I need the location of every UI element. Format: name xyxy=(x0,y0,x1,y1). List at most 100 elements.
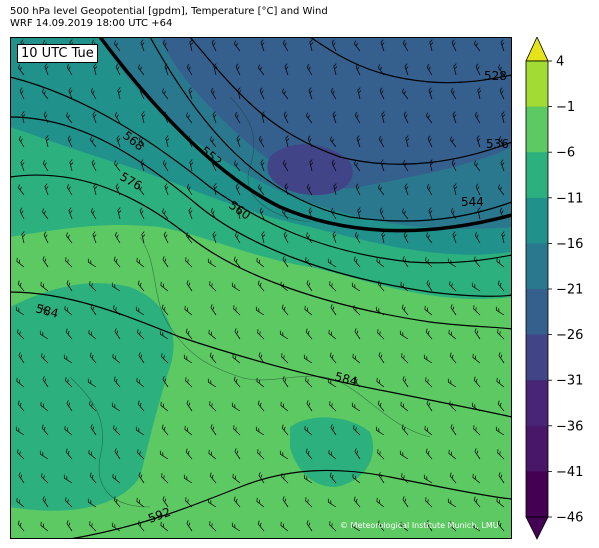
wind-barb xyxy=(353,256,361,268)
wind-barb xyxy=(449,472,457,484)
wind-barb xyxy=(353,496,361,508)
wind-barb xyxy=(162,496,169,508)
wind-barb xyxy=(209,281,217,292)
wind-barb xyxy=(495,306,505,316)
wind-barb xyxy=(399,450,409,460)
contour-576 xyxy=(10,174,512,330)
wind-barb xyxy=(65,328,73,340)
wind-barb xyxy=(137,329,145,340)
wind-barb xyxy=(258,472,265,484)
wind-barb xyxy=(39,330,49,340)
wind-barb xyxy=(495,426,505,436)
contour-544 xyxy=(149,37,512,222)
wind-barb xyxy=(136,497,145,508)
wind-barb xyxy=(256,257,265,268)
wind-barb xyxy=(375,306,385,316)
wind-barb xyxy=(234,448,241,460)
wind-barb xyxy=(306,112,313,124)
wind-barb xyxy=(498,64,505,76)
wind-barb xyxy=(402,39,409,52)
wind-barb xyxy=(305,497,313,508)
wind-barb xyxy=(43,231,49,244)
forecast-time-label: 10 UTC Tue xyxy=(17,44,98,63)
wind-barb xyxy=(161,353,169,364)
contour-568 xyxy=(10,116,512,297)
wind-barb xyxy=(138,135,145,148)
wind-barb xyxy=(117,207,122,220)
wind-barb xyxy=(306,400,313,412)
wind-barb xyxy=(187,135,193,148)
wind-barb xyxy=(209,472,217,484)
wind-barb xyxy=(450,136,457,148)
wind-barb xyxy=(473,425,481,436)
wind-barb xyxy=(111,282,121,292)
wind-barb xyxy=(208,449,217,460)
wind-barb xyxy=(136,257,145,268)
wind-barb xyxy=(426,400,433,412)
wind-barb xyxy=(234,231,241,244)
wind-barb xyxy=(281,424,289,436)
wind-barb xyxy=(184,425,193,436)
wind-barb xyxy=(377,400,385,412)
wind-barb xyxy=(113,256,121,268)
contour-label: 536 xyxy=(486,137,509,151)
wind-barb xyxy=(92,231,97,244)
wind-barb xyxy=(451,39,457,52)
wind-barb xyxy=(40,401,49,412)
wind-barb xyxy=(163,111,169,124)
wind-barb xyxy=(66,280,73,292)
colorbar-extend-max xyxy=(525,37,549,62)
wind-barb xyxy=(283,231,289,244)
wind-barb xyxy=(447,258,457,268)
wind-barb xyxy=(115,183,121,196)
wind-barb xyxy=(19,87,25,100)
wind-barb xyxy=(117,87,122,100)
wind-barb xyxy=(279,330,289,340)
wind-barb xyxy=(426,232,433,244)
wind-barb xyxy=(355,183,361,196)
wind-barb xyxy=(354,448,361,460)
wind-barb xyxy=(309,39,314,52)
wind-barb xyxy=(159,330,169,340)
wind-barb xyxy=(354,111,361,124)
wind-barb xyxy=(404,63,409,76)
wind-barb xyxy=(473,256,481,268)
wind-barb xyxy=(210,304,217,316)
temp-band-colder xyxy=(160,37,512,189)
wind-barb xyxy=(258,135,265,148)
wind-barb xyxy=(160,401,169,412)
wind-barb xyxy=(210,87,217,100)
wind-barb xyxy=(449,521,457,532)
wind-barb xyxy=(330,304,337,316)
wind-barb xyxy=(232,353,241,364)
wind-barb xyxy=(237,207,242,220)
wind-barb xyxy=(402,159,409,172)
wind-barb xyxy=(261,111,266,124)
wind-barb xyxy=(234,160,241,172)
wind-barb xyxy=(87,498,97,508)
wind-barb xyxy=(137,520,145,532)
wind-barb xyxy=(281,353,289,364)
wind-barb xyxy=(309,159,314,172)
wind-barb xyxy=(141,111,146,124)
colorbar-band xyxy=(526,334,548,381)
wind-barb xyxy=(474,448,481,460)
wind-barb xyxy=(401,304,409,316)
wind-barb xyxy=(402,496,409,508)
wind-barb xyxy=(89,281,97,292)
wind-barb xyxy=(164,63,169,76)
wind-barb xyxy=(162,208,169,220)
wind-barb xyxy=(306,183,313,196)
wind-barb xyxy=(213,63,218,76)
wind-barb xyxy=(497,520,505,532)
wind-barb xyxy=(501,111,506,124)
wind-barb xyxy=(425,497,433,508)
wind-barb xyxy=(376,497,385,508)
wind-barb xyxy=(211,159,217,172)
wind-barb xyxy=(186,520,193,532)
temp-band-west xyxy=(10,283,174,511)
coastline xyxy=(139,236,431,438)
wind-barb xyxy=(375,426,385,436)
wind-barb xyxy=(357,87,362,100)
wind-barb xyxy=(260,39,265,52)
